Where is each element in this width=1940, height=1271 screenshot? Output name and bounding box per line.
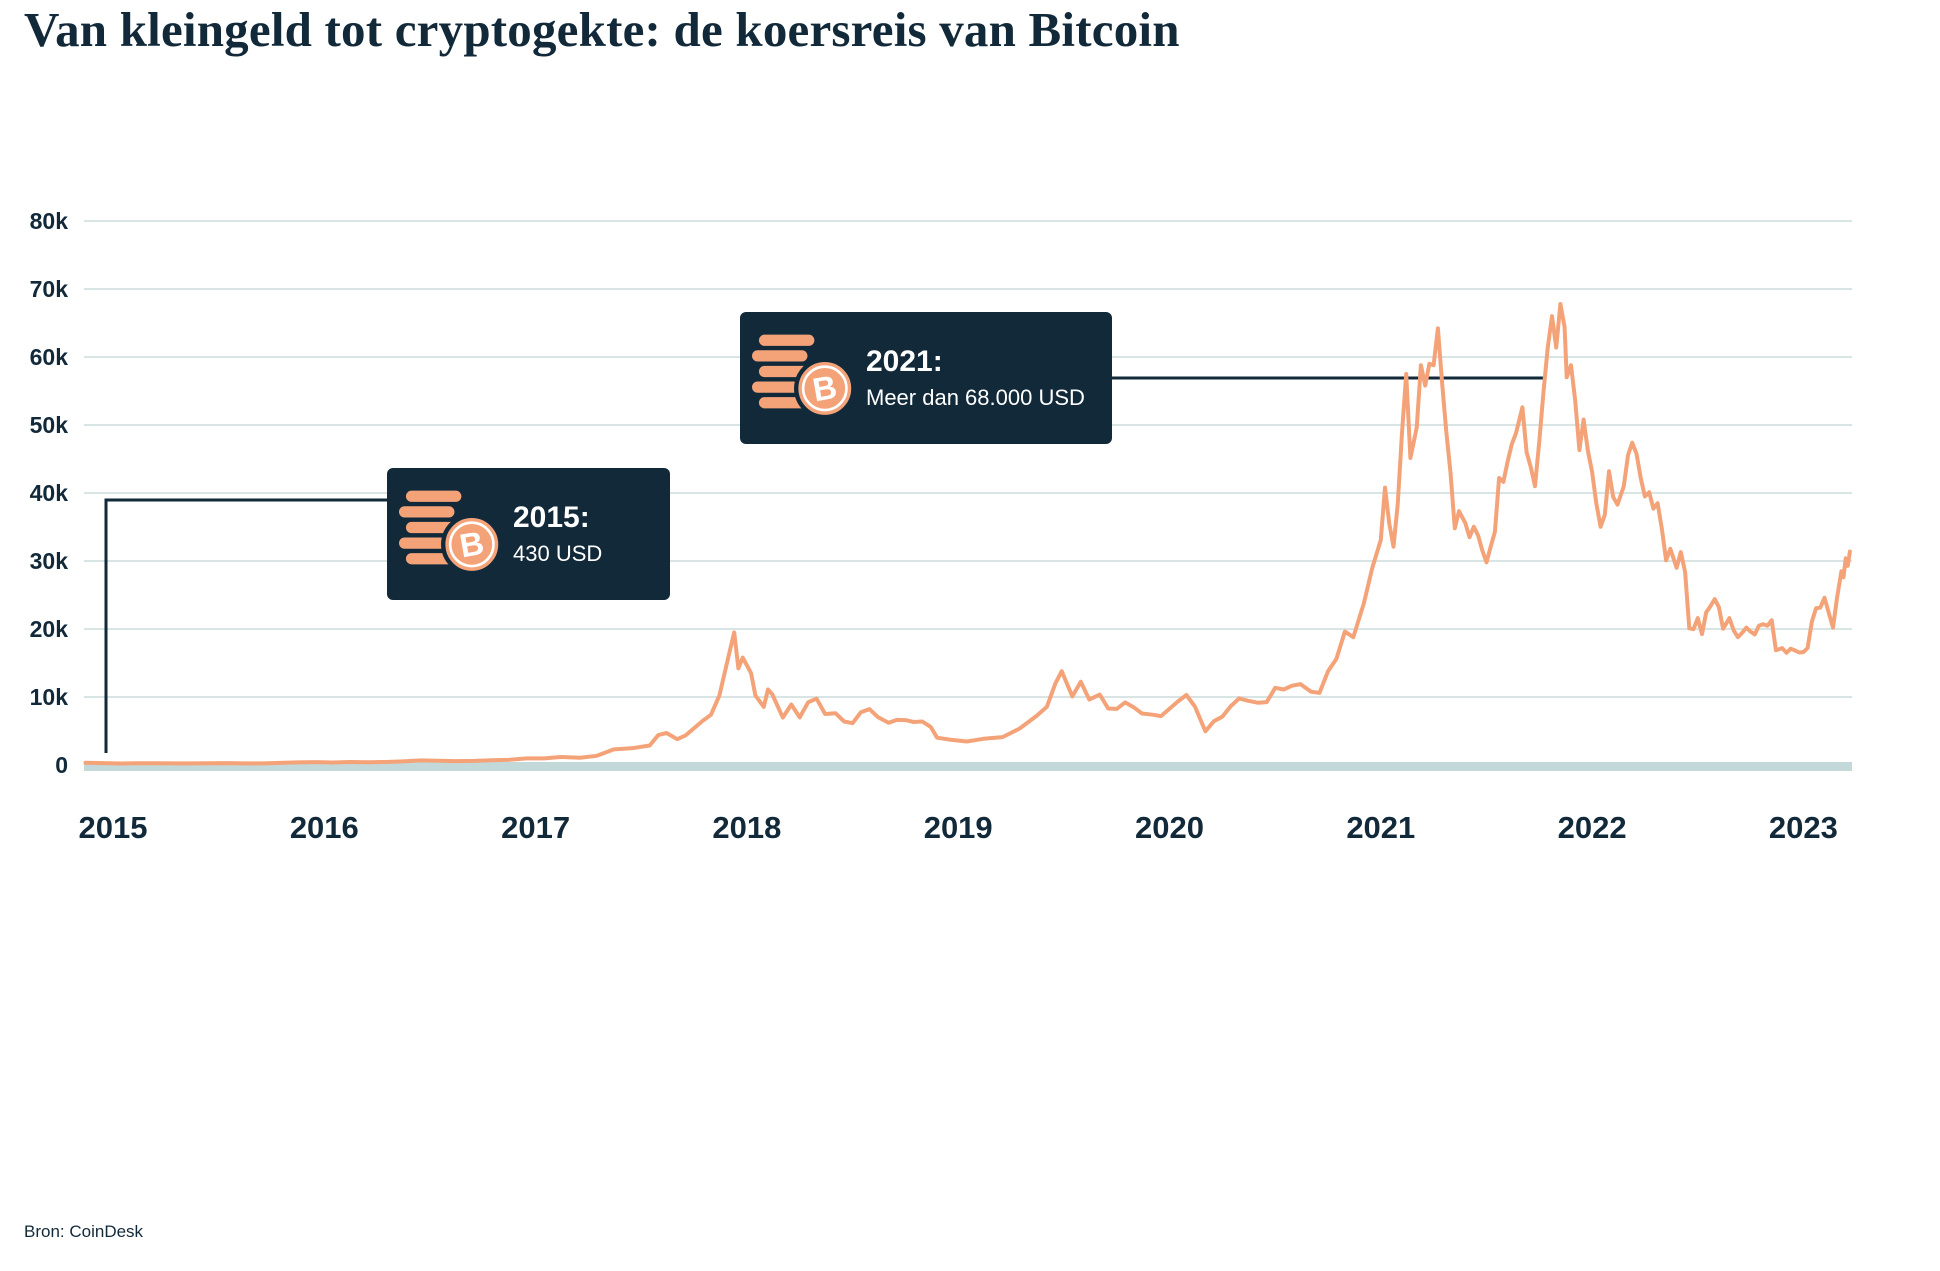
annotation-2015-year: 2015:	[513, 500, 590, 534]
svg-text:2022: 2022	[1558, 810, 1627, 845]
svg-text:2020: 2020	[1135, 810, 1204, 845]
svg-text:20k: 20k	[30, 616, 69, 642]
annotation-2021-body: 2021: Meer dan 68.000 USD	[866, 345, 1085, 412]
svg-text:0: 0	[55, 752, 68, 778]
svg-text:2017: 2017	[501, 810, 570, 845]
svg-text:2023: 2023	[1769, 810, 1838, 845]
annotation-2015-body: 2015: 430 USD	[513, 501, 602, 568]
page-title: Van kleingeld tot cryptogekte: de koersr…	[24, 2, 1180, 57]
svg-text:70k: 70k	[30, 276, 69, 302]
svg-text:40k: 40k	[30, 480, 69, 506]
annotation-2021: B 2021: Meer dan 68.000 USD	[740, 312, 1112, 444]
svg-text:2021: 2021	[1346, 810, 1415, 845]
annotation-2015: B 2015: 430 USD	[387, 468, 670, 600]
annotation-2021-year: 2021:	[866, 344, 943, 378]
svg-text:10k: 10k	[30, 684, 69, 710]
svg-text:30k: 30k	[30, 548, 69, 574]
bitcoin-coins-icon: B	[752, 334, 856, 420]
bitcoin-coins-icon: B	[399, 490, 503, 576]
svg-text:2019: 2019	[924, 810, 993, 845]
annotation-2015-value: 430 USD	[513, 540, 603, 566]
svg-text:2018: 2018	[712, 810, 781, 845]
svg-text:80k: 80k	[30, 208, 69, 234]
svg-text:50k: 50k	[30, 412, 69, 438]
annotation-2021-value: Meer dan 68.000 USD	[866, 384, 1085, 410]
svg-text:2015: 2015	[79, 810, 148, 845]
svg-text:2016: 2016	[290, 810, 359, 845]
source-credit: Bron: CoinDesk	[24, 1222, 144, 1241]
svg-text:60k: 60k	[30, 344, 69, 370]
